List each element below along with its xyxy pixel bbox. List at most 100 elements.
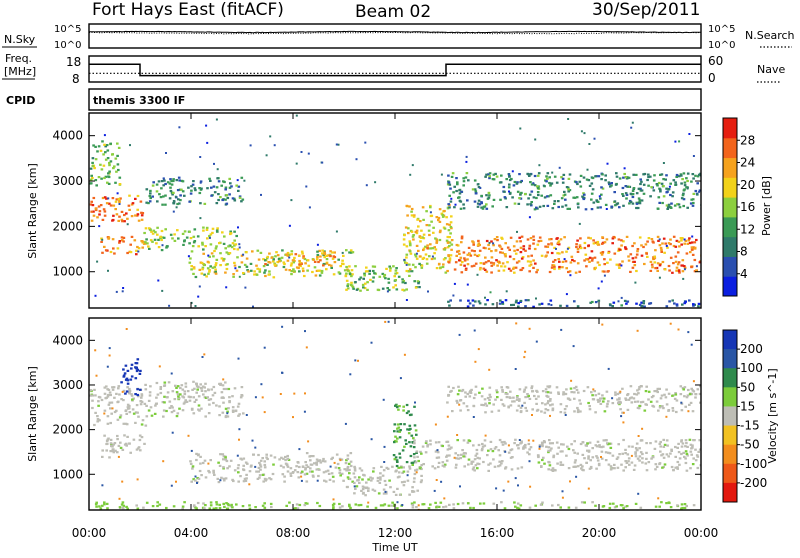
echo-cell — [596, 206, 600, 209]
echo-cell — [162, 415, 165, 418]
echo-cell — [222, 387, 226, 391]
echo-cell — [350, 281, 353, 284]
echo-cell — [670, 449, 673, 452]
echo-cell — [114, 449, 117, 452]
echo-cell — [619, 401, 622, 404]
echo-cell — [104, 397, 107, 400]
echo-speckle — [622, 421, 625, 424]
echo-cell — [429, 247, 433, 250]
echo-cell — [445, 459, 449, 462]
echo-cell — [508, 174, 511, 178]
echo-cell — [447, 254, 450, 258]
echo-cell — [135, 249, 138, 252]
echo-cell — [101, 196, 105, 200]
echo-speckle — [108, 347, 111, 350]
echo-cell — [528, 397, 532, 400]
echo-speckle — [162, 177, 165, 180]
echo-cell — [124, 422, 128, 425]
echo-cell — [100, 168, 104, 171]
echo-cell — [304, 468, 307, 471]
echo-cell — [256, 477, 260, 480]
echo-cell — [330, 457, 333, 461]
echo-cell — [513, 202, 517, 205]
echo-cell — [497, 409, 501, 412]
echo-speckle — [465, 160, 468, 163]
echo-cell — [487, 191, 491, 194]
echo-speckle — [695, 265, 698, 268]
echo-cell — [504, 467, 507, 470]
echo-cell — [371, 488, 375, 491]
echo-cell — [579, 247, 583, 250]
echo-cell — [530, 254, 533, 257]
echo-cell — [262, 265, 266, 268]
echo-cell — [132, 438, 136, 441]
echo-cell — [526, 393, 529, 396]
echo-cell — [585, 178, 589, 181]
echo-cell — [663, 268, 667, 271]
echo-cell — [303, 274, 306, 278]
echo-cell — [501, 251, 504, 254]
noise-panel-frame — [88, 23, 702, 49]
echo-cell — [145, 404, 148, 407]
echo-speckle — [101, 238, 104, 241]
echo-cell — [213, 191, 217, 194]
echo-cell — [653, 255, 656, 258]
echo-cell — [91, 406, 94, 410]
echo-cell — [254, 506, 257, 509]
echo-cell — [222, 477, 226, 480]
velocity-echoes — [89, 320, 701, 510]
echo-cell — [143, 231, 146, 235]
echo-cell — [221, 411, 225, 414]
echo-cell — [446, 235, 450, 239]
echo-cell — [181, 388, 185, 391]
echo-cell — [476, 462, 479, 465]
echo-speckle — [631, 121, 634, 124]
echo-cell — [111, 450, 115, 453]
echo-cell — [545, 254, 548, 257]
echo-cell — [491, 303, 495, 306]
echo-cell — [471, 468, 475, 471]
echo-cell — [183, 501, 186, 504]
echo-cell — [516, 181, 519, 184]
echo-speckle — [415, 252, 418, 255]
echo-speckle — [458, 403, 461, 406]
echo-cell — [220, 257, 224, 260]
echo-cell — [270, 505, 273, 509]
echo-cell — [136, 368, 139, 371]
echo-cell — [209, 243, 213, 246]
y-tick-label: 1000 — [52, 265, 83, 279]
echo-cell — [455, 177, 458, 180]
echo-cell — [113, 396, 116, 399]
echo-cell — [473, 250, 476, 253]
echo-cell — [259, 468, 262, 471]
echo-cell — [650, 238, 654, 241]
echo-cell — [411, 506, 415, 509]
echo-cell — [683, 386, 687, 389]
echo-cell — [345, 288, 348, 291]
echo-cell — [590, 198, 593, 201]
echo-cell — [316, 501, 319, 505]
echo-cell — [654, 267, 657, 270]
echo-cell — [595, 455, 598, 458]
echo-cell — [104, 158, 108, 161]
echo-cell — [518, 398, 521, 401]
echo-cell — [160, 180, 164, 183]
echo-cell — [123, 434, 126, 437]
echo-speckle — [440, 480, 443, 483]
echo-cell — [443, 209, 446, 213]
echo-cell — [265, 257, 269, 260]
echo-cell — [89, 203, 93, 206]
echo-cell — [638, 447, 641, 450]
echo-cell — [396, 437, 399, 440]
echo-cell — [348, 477, 352, 481]
echo-cell — [477, 242, 481, 245]
echo-cell — [351, 286, 355, 289]
echo-cell — [583, 193, 586, 196]
echo-cell — [290, 250, 294, 253]
echo-cell — [676, 203, 679, 206]
echo-cell — [538, 303, 541, 306]
echo-speckle — [136, 478, 139, 481]
echo-cell — [527, 442, 531, 446]
echo-speckle — [353, 485, 356, 488]
